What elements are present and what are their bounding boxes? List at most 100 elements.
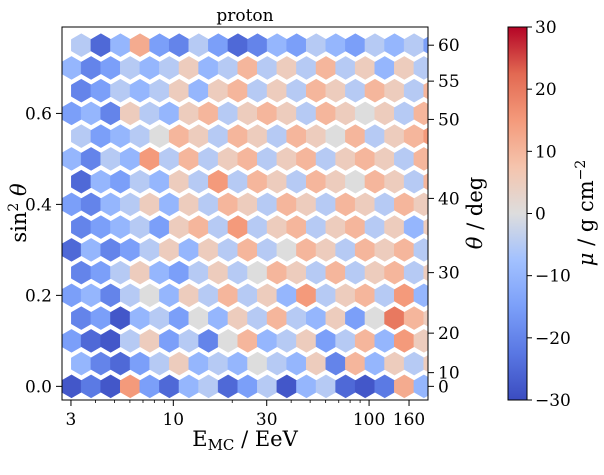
hex-cell (286, 33, 307, 58)
hex-cell (80, 374, 102, 399)
hex-cell (374, 101, 395, 126)
hex-cell (413, 283, 428, 308)
hex-cell (325, 124, 347, 148)
y-tick-label: 0.6 (25, 104, 52, 124)
hex-cell (394, 374, 415, 399)
hex-cell (62, 238, 82, 262)
hex-cell (266, 33, 288, 58)
hex-cell (168, 260, 190, 285)
hex-cell (266, 169, 288, 194)
hex-cell (413, 374, 428, 399)
hex-cell (129, 215, 151, 239)
hex-cell (129, 124, 151, 148)
hex-cell (315, 192, 337, 217)
hex-cell (80, 147, 102, 171)
hex-cell (257, 374, 278, 399)
hex-cell (71, 124, 92, 148)
hex-cell (305, 124, 327, 148)
hex-cell (345, 169, 366, 194)
hex-cell (296, 374, 317, 399)
y-axis-left: 0.0 0.2 0.4 0.6 (25, 104, 62, 397)
hex-cell (345, 306, 366, 330)
hex-cell (247, 306, 268, 330)
hex-cell (237, 374, 258, 399)
hex-cell (120, 147, 141, 171)
hex-cell (325, 169, 347, 194)
hex-cell (374, 329, 395, 353)
hex-cell (423, 82, 428, 100)
hex-cell (217, 329, 239, 353)
hex-cell (463, 352, 483, 375)
hex-cell (80, 238, 102, 262)
y2-tick-label: 60 (438, 36, 460, 56)
hex-cell (394, 238, 415, 262)
hex-cell (198, 283, 219, 308)
hex-cell (463, 34, 483, 57)
hex-cell (62, 374, 82, 399)
hex-cell (257, 283, 278, 308)
y-axis-label: sin2 θ (6, 183, 31, 243)
hex-cell (178, 238, 200, 262)
hexbin-cells (62, 33, 483, 399)
hex-cell (296, 56, 317, 80)
hex-cell (413, 56, 428, 80)
hex-cell (247, 124, 268, 148)
hex-cell (188, 169, 209, 194)
hex-cell (257, 56, 278, 80)
y2-tick-label: 20 (438, 324, 460, 344)
hex-cell (198, 192, 219, 217)
hex-cell (364, 169, 386, 194)
hex-cell (90, 215, 112, 239)
hex-cell (110, 169, 131, 194)
hex-cell (208, 78, 229, 103)
hex-cell (110, 124, 131, 148)
hex-cell (305, 78, 327, 103)
hex-cell (149, 78, 170, 103)
hex-cell (433, 147, 453, 170)
hex-cell (296, 329, 317, 353)
hex-cell (335, 329, 356, 353)
hex-cell (159, 101, 180, 126)
colorbar-ticks: −30 −20 −10 0 10 20 30 (527, 18, 571, 411)
hex-cell (305, 260, 327, 285)
hex-cell (413, 238, 428, 262)
hex-cell (335, 56, 356, 80)
hex-cell (208, 306, 229, 330)
hex-cell (139, 374, 161, 399)
hex-cell (345, 124, 366, 148)
hex-cell (159, 238, 180, 262)
hex-cell (345, 215, 366, 239)
hex-cell (413, 101, 428, 126)
hex-cell (305, 33, 327, 58)
hex-cell (364, 351, 386, 376)
hex-cell (384, 306, 405, 330)
hex-cell (149, 124, 170, 148)
hex-cell (80, 283, 102, 308)
hex-cell (247, 169, 268, 194)
hex-cell (315, 147, 337, 171)
hex-cell (90, 124, 112, 148)
hex-cell (364, 78, 386, 103)
hex-cell (62, 283, 82, 308)
hex-cell (159, 329, 180, 353)
x-axis: 3 10 30 100 160 (66, 400, 425, 430)
hex-cell (139, 101, 161, 126)
x-tick-label: 160 (393, 410, 425, 430)
hex-cell (276, 56, 298, 80)
hex-cell (80, 101, 102, 126)
hex-cell (100, 238, 121, 262)
hex-cell (247, 78, 268, 103)
x-tick-label: 100 (353, 410, 385, 430)
hex-cell (374, 56, 395, 80)
hex-cell (296, 147, 317, 171)
hex-cell (139, 238, 161, 262)
hex-cell (100, 101, 121, 126)
y2-tick-label: 55 (438, 72, 460, 92)
hex-cell (139, 329, 161, 353)
hex-cell (168, 169, 190, 194)
hex-cell (71, 33, 92, 58)
hex-cell (100, 374, 121, 399)
hex-cell (90, 306, 112, 330)
colorbar-tick-label: −20 (535, 329, 571, 349)
hex-cell (384, 351, 405, 376)
